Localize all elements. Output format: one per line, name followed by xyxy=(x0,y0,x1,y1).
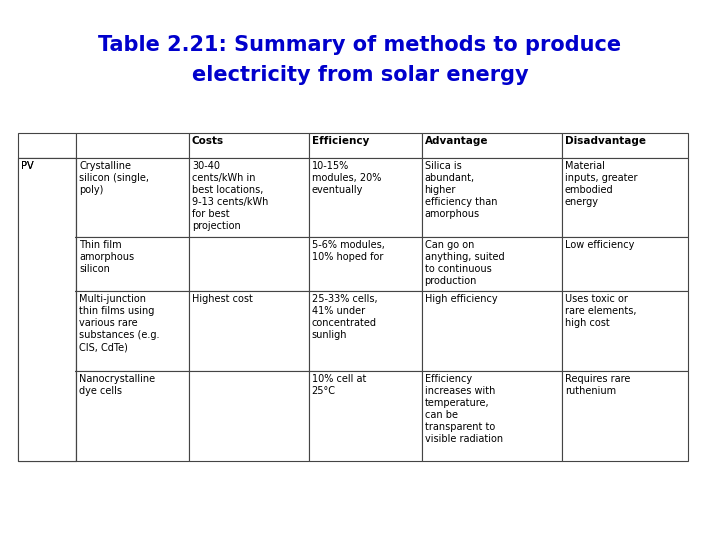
Text: 10-15%
modules, 20%
eventually: 10-15% modules, 20% eventually xyxy=(312,161,381,195)
Bar xyxy=(422,371,562,462)
Bar xyxy=(76,292,189,371)
Bar xyxy=(562,371,688,462)
Text: Nanocrystalline
dye cells: Nanocrystalline dye cells xyxy=(79,374,156,396)
Bar xyxy=(18,238,76,292)
Text: Efficiency
increases with
temperature,
can be
transparent to
visible radiation: Efficiency increases with temperature, c… xyxy=(425,374,503,444)
Bar xyxy=(309,133,422,158)
Bar xyxy=(422,133,562,158)
Text: electricity from solar energy: electricity from solar energy xyxy=(192,65,528,85)
Text: 10% cell at
25°C: 10% cell at 25°C xyxy=(312,374,366,396)
Bar xyxy=(76,133,189,158)
Text: Efficiency: Efficiency xyxy=(312,136,369,146)
Bar xyxy=(18,158,76,238)
Bar xyxy=(18,133,76,158)
Bar xyxy=(562,158,688,238)
Bar xyxy=(76,238,189,292)
Bar xyxy=(562,133,688,158)
Bar xyxy=(422,158,562,238)
Bar xyxy=(309,292,422,371)
Bar xyxy=(18,371,76,462)
Bar xyxy=(562,292,688,371)
Bar xyxy=(189,238,309,292)
Text: Disadvantage: Disadvantage xyxy=(564,136,646,146)
Text: Multi-junction
thin films using
various rare
substances (e.g.
CIS, CdTe): Multi-junction thin films using various … xyxy=(79,294,160,353)
Bar xyxy=(562,238,688,292)
Bar xyxy=(422,292,562,371)
Bar xyxy=(189,158,309,238)
Bar xyxy=(76,158,189,238)
Bar xyxy=(189,133,309,158)
Text: Crystalline
silicon (single,
poly): Crystalline silicon (single, poly) xyxy=(79,161,149,195)
Text: 25-33% cells,
41% under
concentrated
sunligh: 25-33% cells, 41% under concentrated sun… xyxy=(312,294,377,340)
Bar xyxy=(309,371,422,462)
Text: Low efficiency: Low efficiency xyxy=(564,240,634,251)
Text: Silica is
abundant,
higher
efficiency than
amorphous: Silica is abundant, higher efficiency th… xyxy=(425,161,497,219)
Bar xyxy=(19,158,76,461)
Bar xyxy=(18,158,76,462)
Bar xyxy=(18,292,76,371)
Text: Can go on
anything, suited
to continuous
production: Can go on anything, suited to continuous… xyxy=(425,240,504,286)
Bar xyxy=(76,371,189,462)
Text: 30-40
cents/kWh in
best locations,
9-13 cents/kWh
for best
projection: 30-40 cents/kWh in best locations, 9-13 … xyxy=(192,161,269,231)
Text: Advantage: Advantage xyxy=(425,136,488,146)
Text: Material
inputs, greater
embodied
energy: Material inputs, greater embodied energy xyxy=(564,161,637,207)
Text: Requires rare
ruthenium: Requires rare ruthenium xyxy=(564,374,630,396)
Text: Costs: Costs xyxy=(192,136,224,146)
Text: Thin film
amorphous
silicon: Thin film amorphous silicon xyxy=(79,240,134,274)
Text: Uses toxic or
rare elements,
high cost: Uses toxic or rare elements, high cost xyxy=(564,294,636,328)
Text: PV: PV xyxy=(21,161,34,171)
Text: 5-6% modules,
10% hoped for: 5-6% modules, 10% hoped for xyxy=(312,240,384,262)
Text: Table 2.21: Summary of methods to produce: Table 2.21: Summary of methods to produc… xyxy=(99,35,621,55)
Bar xyxy=(422,238,562,292)
Text: Highest cost: Highest cost xyxy=(192,294,253,305)
Text: PV: PV xyxy=(21,161,34,171)
Bar xyxy=(309,238,422,292)
Text: High efficiency: High efficiency xyxy=(425,294,498,305)
Bar xyxy=(189,371,309,462)
Bar xyxy=(189,292,309,371)
Bar xyxy=(309,158,422,238)
